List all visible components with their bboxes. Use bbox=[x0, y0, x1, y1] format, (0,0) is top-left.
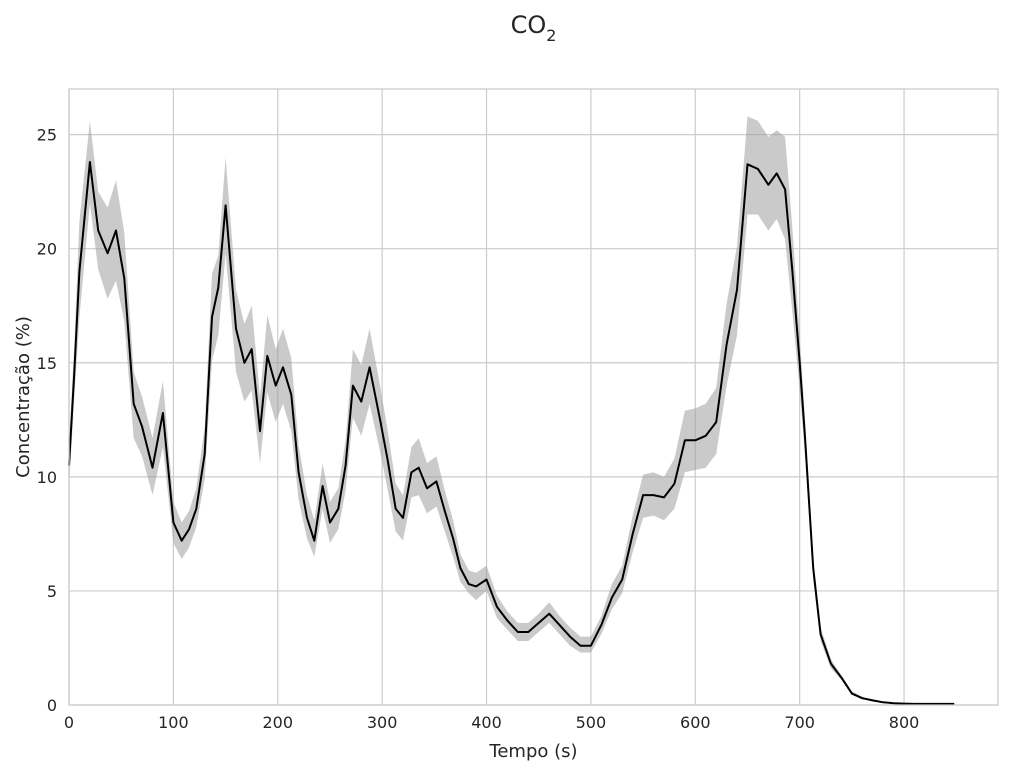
chart-title-subscript: 2 bbox=[546, 26, 556, 45]
y-tick-label-0: 0 bbox=[47, 696, 57, 715]
y-tick-label-15: 15 bbox=[37, 354, 57, 373]
x-tick-label-100: 100 bbox=[158, 713, 189, 732]
y-tick-label-5: 5 bbox=[47, 582, 57, 601]
x-tick-label-800: 800 bbox=[889, 713, 920, 732]
x-axis-label: Tempo (s) bbox=[488, 741, 577, 762]
x-tick-label-0: 0 bbox=[64, 713, 74, 732]
plot-frame bbox=[68, 88, 999, 706]
y-axis-label: Concentração (%) bbox=[13, 316, 34, 478]
grid-lines bbox=[68, 89, 998, 706]
series-line bbox=[68, 161, 955, 705]
series-line-path-0 bbox=[68, 161, 955, 705]
chart-title: CO2 bbox=[511, 11, 557, 45]
confidence-band bbox=[69, 116, 955, 705]
x-axis-ticks: 0 100 200 300 400 500 600 700 800 bbox=[64, 713, 919, 732]
x-tick-label-600: 600 bbox=[680, 713, 711, 732]
x-tick-label-300: 300 bbox=[367, 713, 398, 732]
y-tick-label-20: 20 bbox=[37, 240, 57, 259]
y-tick-label-10: 10 bbox=[37, 468, 57, 487]
x-tick-label-500: 500 bbox=[576, 713, 607, 732]
chart-title-main: CO bbox=[511, 11, 547, 39]
x-tick-label-200: 200 bbox=[262, 713, 293, 732]
confidence-band-area-0 bbox=[69, 116, 955, 705]
x-tick-label-400: 400 bbox=[471, 713, 502, 732]
y-axis-ticks: 0 5 10 15 20 25 bbox=[37, 126, 57, 715]
x-tick-label-700: 700 bbox=[784, 713, 815, 732]
y-tick-label-25: 25 bbox=[37, 126, 57, 145]
